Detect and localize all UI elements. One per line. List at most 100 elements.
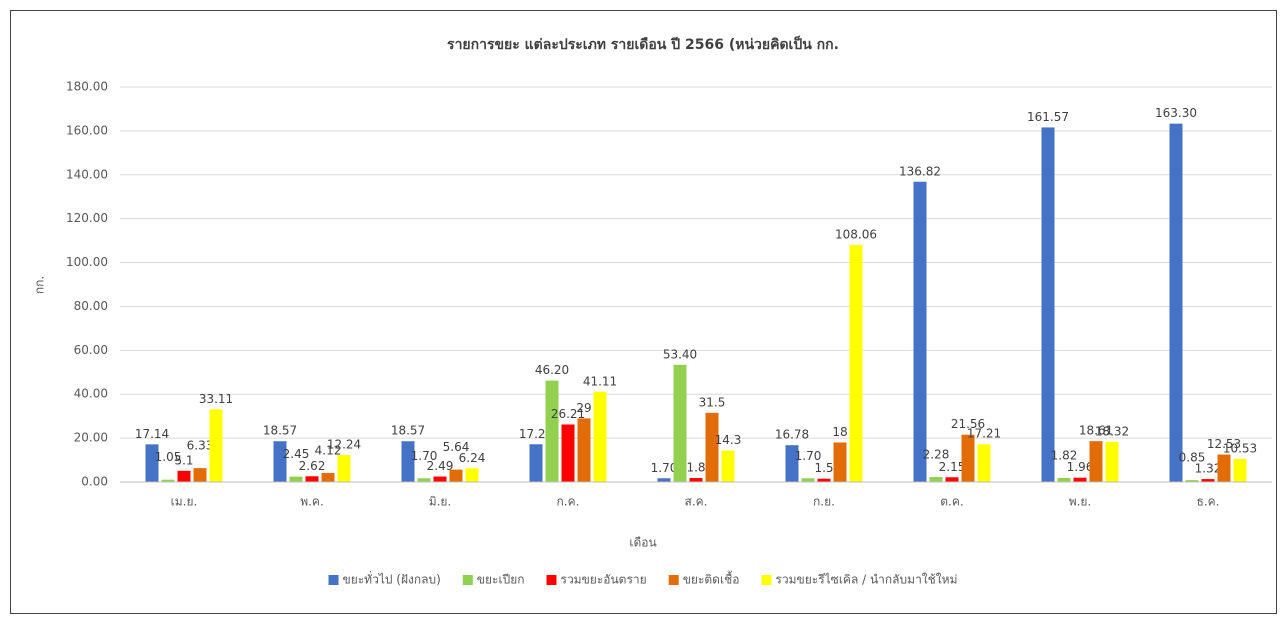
bar [1185,480,1199,482]
x-axis-label: เดือน [629,536,656,550]
data-label: 6.33 [187,439,214,453]
bar [209,409,223,482]
bar [833,442,847,482]
data-label: 31.5 [699,395,726,409]
y-axis-label: กก. [33,276,47,294]
y-tick-label: 160.00 [66,123,108,137]
bar [449,469,463,482]
y-tick-label: 40.00 [74,387,108,401]
bar [689,478,703,482]
bar [577,418,591,482]
bar [657,478,671,482]
bar [705,412,719,482]
x-tick-label: ก.ย. [813,495,835,509]
data-label: 17.20 [519,427,553,441]
bar [1233,458,1247,482]
data-label: 21.56 [951,417,985,431]
data-label: 0.85 [1179,451,1206,465]
bar [1089,441,1103,482]
data-label: 18.57 [391,424,425,438]
x-tick-label: ธ.ค. [1197,495,1220,509]
bar [321,472,335,482]
bar [1105,441,1119,482]
data-label: 5.1 [174,453,193,467]
y-tick-label: 60.00 [74,343,108,357]
data-label: 12.53 [1207,437,1241,451]
y-tick-label: 120.00 [66,211,108,225]
data-label: 10.53 [1223,441,1257,455]
bar [849,244,863,482]
legend-label: ขยะติดเชื้อ [683,571,740,587]
bar [337,455,351,482]
legend-swatch [328,575,339,585]
data-label: 1.82 [1051,449,1078,463]
bar [1217,454,1231,482]
y-tick-label: 180.00 [66,80,108,94]
data-label: 16.78 [775,428,809,442]
data-label: 53.40 [663,347,697,361]
data-label: 163.30 [1155,106,1197,120]
data-label: 1.70 [651,461,678,475]
legend-label: ขยะทั่วไป (ฝังกลบ) [343,571,441,587]
data-label: 1.5 [814,461,833,475]
data-label: 18.57 [263,424,297,438]
data-label: 46.20 [535,363,569,377]
data-label: 1.05 [155,450,182,464]
bar [593,391,607,482]
chart-title: รายการขยะ แต่ละประเภท รายเดือน ปี 2566 (… [447,35,839,53]
bar [433,476,447,482]
data-label: 18.32 [1095,424,1129,438]
data-label: 17.21 [967,427,1001,441]
bar [977,444,991,482]
bar [801,478,815,482]
legend-swatch [462,575,473,585]
bar [545,380,559,482]
data-label: 29 [576,401,591,415]
x-tick-label: ส.ค. [685,495,708,509]
data-label: 18.61 [1079,424,1113,438]
data-label: 2.45 [283,447,310,461]
data-label: 6.24 [459,451,486,465]
chart-border [10,10,1277,614]
data-label: 18 [832,425,847,439]
bar [1041,127,1055,483]
bar [1057,478,1071,482]
bar [945,477,959,482]
data-label: 12.24 [327,438,361,452]
data-label: 136.82 [899,164,941,178]
y-tick-label: 140.00 [66,167,108,181]
bar [177,470,191,482]
bar [721,450,735,482]
bar [193,468,207,482]
bar [929,476,943,482]
bar [785,445,799,482]
bar [913,181,927,482]
legend-swatch [761,575,772,585]
data-label: 14.3 [715,433,742,447]
y-tick-label: 80.00 [74,299,108,313]
data-label: 2.28 [923,447,950,461]
bar [401,441,415,482]
bar [1073,477,1087,482]
bar [417,478,431,482]
bar [1169,123,1183,483]
legend-swatch [546,575,557,585]
bar [817,478,831,482]
data-label: 41.11 [583,374,617,388]
data-label: 1.32 [1195,462,1222,476]
bar [305,476,319,482]
legend-label: ขยะเปียก [477,573,525,587]
x-tick-label: ต.ค. [940,495,963,509]
data-label: 108.06 [835,227,877,241]
data-label: 1.96 [1067,460,1094,474]
y-tick-label: 100.00 [66,255,108,269]
x-tick-label: มิ.ย. [429,495,452,509]
bar [465,468,479,482]
x-tick-label: พ.ย. [1069,495,1092,509]
x-tick-label: พ.ค. [300,495,324,509]
data-label: 26.21 [551,407,585,421]
data-label: 2.49 [427,459,454,473]
bar [289,476,303,482]
data-label: 33.11 [199,392,233,406]
